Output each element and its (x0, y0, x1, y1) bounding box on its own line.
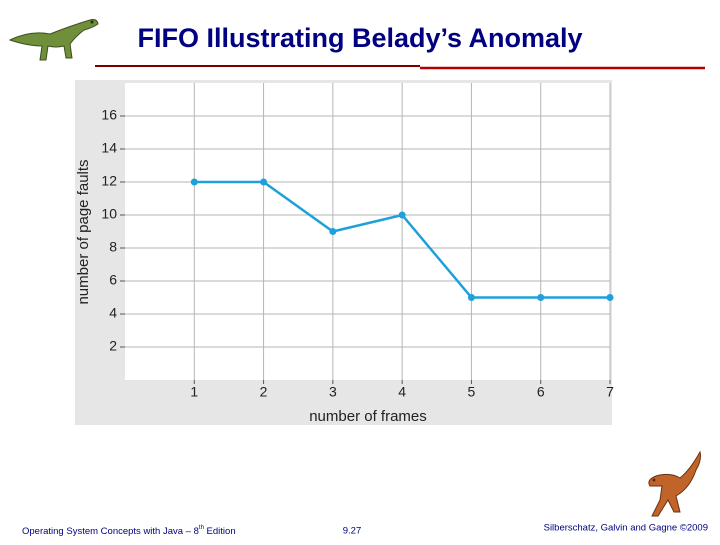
dinosaur-icon (8, 19, 99, 61)
footer-text: Edition (204, 526, 236, 537)
footer-center: 9.27 (343, 526, 362, 537)
footer-text: Operating System Concepts with Java – 8 (22, 526, 199, 537)
y-tick-label: 10 (101, 206, 117, 222)
x-tick-label: 6 (537, 384, 545, 400)
x-tick-label: 5 (468, 384, 476, 400)
data-point (190, 178, 198, 186)
plot-area (125, 83, 610, 380)
y-tick-label: 4 (109, 305, 117, 321)
x-axis-label: number of frames (309, 408, 427, 425)
footer-right: Silberschatz, Galvin and Gagne ©2009 (544, 523, 708, 534)
data-point (537, 294, 545, 301)
x-tick-label: 3 (329, 384, 337, 400)
data-point (329, 228, 337, 235)
x-tick-label: 1 (190, 384, 198, 400)
x-tick-label: 2 (260, 384, 268, 400)
data-point (260, 178, 268, 186)
y-tick-label: 8 (109, 239, 117, 255)
x-tick-label: 7 (606, 384, 614, 400)
footer-superscript: th (199, 525, 204, 531)
slide-title: FIFO Illustrating Belady’s Anomaly (137, 23, 582, 53)
dinosaur-icon (648, 450, 701, 517)
x-tick-label: 4 (398, 384, 406, 400)
data-point (398, 211, 406, 219)
y-tick-label: 14 (101, 140, 117, 156)
y-tick-label: 16 (101, 107, 117, 123)
y-tick-label: 12 (101, 173, 117, 189)
y-tick-label: 6 (109, 272, 117, 288)
data-point (467, 294, 475, 301)
y-axis-label: number of page faults (75, 159, 92, 304)
data-point (606, 294, 614, 301)
footer-left: Operating System Concepts with Java – 8t… (22, 525, 236, 537)
y-tick-label: 2 (109, 338, 117, 354)
